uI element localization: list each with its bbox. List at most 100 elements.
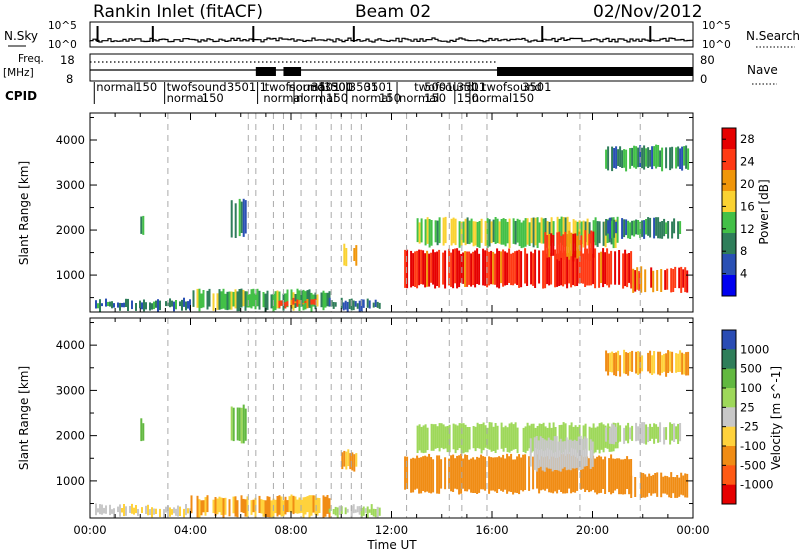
data-cell xyxy=(534,249,537,288)
data-cell xyxy=(615,221,618,234)
colorbar-tick-label: 28 xyxy=(740,132,755,146)
data-cell xyxy=(643,145,646,170)
data-cell xyxy=(530,217,533,244)
data-cell xyxy=(472,457,475,493)
data-cell xyxy=(306,496,309,513)
data-cell xyxy=(675,353,678,373)
data-cell xyxy=(216,293,219,310)
data-cell xyxy=(634,477,637,497)
data-cell xyxy=(125,298,127,307)
colorbar-swatch xyxy=(722,484,736,505)
data-cell xyxy=(616,458,619,489)
data-cell xyxy=(508,423,511,453)
data-cell xyxy=(500,251,503,284)
data-cell xyxy=(565,437,568,471)
data-cell xyxy=(602,424,605,453)
colorbar-swatch xyxy=(722,233,736,255)
data-cell xyxy=(532,253,535,286)
data-cell xyxy=(300,290,303,307)
data-cell xyxy=(538,250,541,284)
data-cell xyxy=(366,506,369,518)
data-cell xyxy=(616,216,619,243)
data-cell xyxy=(366,298,369,308)
data-cell xyxy=(404,456,407,490)
data-cell xyxy=(276,290,279,309)
data-cell xyxy=(460,221,463,246)
data-cell xyxy=(571,440,574,469)
data-cell xyxy=(412,457,415,493)
data-cell xyxy=(113,508,115,518)
beam-title: Beam 02 xyxy=(355,2,431,22)
data-cell xyxy=(151,303,153,310)
data-cell xyxy=(648,473,651,494)
data-cell xyxy=(173,301,175,312)
data-cell xyxy=(676,475,679,498)
data-cell xyxy=(222,498,225,518)
data-cell xyxy=(584,456,587,492)
data-cell xyxy=(637,147,640,168)
data-cell xyxy=(264,500,267,517)
data-cell xyxy=(278,495,281,515)
data-cell xyxy=(580,235,583,257)
data-cell xyxy=(476,248,479,284)
data-cell xyxy=(179,506,181,516)
data-cell xyxy=(432,424,435,451)
cpid-label: CPID xyxy=(5,89,37,103)
data-cell xyxy=(460,453,463,494)
data-cell xyxy=(286,500,289,513)
data-cell xyxy=(536,217,539,248)
data-cell xyxy=(131,503,133,514)
data-cell xyxy=(644,474,647,498)
data-cell xyxy=(687,351,690,376)
data-cell xyxy=(234,289,237,309)
data-cell xyxy=(95,503,97,516)
data-cell xyxy=(646,476,649,497)
data-cell xyxy=(558,456,561,490)
data-cell xyxy=(458,423,461,449)
data-cell xyxy=(504,425,507,448)
data-cell xyxy=(538,222,541,243)
data-cell xyxy=(490,221,493,244)
data-cell xyxy=(202,290,205,308)
data-cell xyxy=(538,423,541,450)
data-cell xyxy=(588,458,591,493)
data-cell xyxy=(510,422,513,451)
colorbar-tick-label: 20 xyxy=(740,177,755,191)
nave-right-label: Nave xyxy=(747,63,778,77)
data-cell xyxy=(145,505,147,514)
data-cell xyxy=(524,454,527,490)
data-cell xyxy=(671,221,674,239)
data-cell xyxy=(598,455,601,494)
data-cell xyxy=(541,438,544,471)
data-cell xyxy=(216,498,219,515)
nsky-trace xyxy=(89,26,693,43)
data-cell xyxy=(328,297,331,307)
data-cell xyxy=(306,299,309,309)
data-cell xyxy=(328,508,331,513)
data-cell xyxy=(345,451,348,470)
data-cell xyxy=(198,499,201,518)
data-cell xyxy=(332,302,335,309)
data-cell xyxy=(348,299,351,309)
data-cell xyxy=(462,252,465,284)
data-cell xyxy=(316,294,319,307)
data-cell xyxy=(426,217,429,244)
data-cell xyxy=(252,499,255,513)
cpid-mode-label: 3501 xyxy=(457,80,486,94)
colorbar-frame xyxy=(721,127,737,297)
data-cell xyxy=(514,251,517,284)
data-cell xyxy=(520,457,523,491)
data-cell xyxy=(672,269,675,292)
data-cell xyxy=(486,218,489,248)
data-cell xyxy=(304,496,307,515)
data-cell xyxy=(430,423,433,451)
data-cell xyxy=(171,300,173,307)
data-cell xyxy=(570,232,573,257)
data-cell xyxy=(472,251,475,286)
data-cell xyxy=(173,507,175,514)
colorbar-swatch xyxy=(722,212,736,234)
data-cell xyxy=(360,508,363,518)
data-cell xyxy=(200,500,203,516)
data-cell xyxy=(454,218,457,246)
data-cell xyxy=(628,253,631,283)
